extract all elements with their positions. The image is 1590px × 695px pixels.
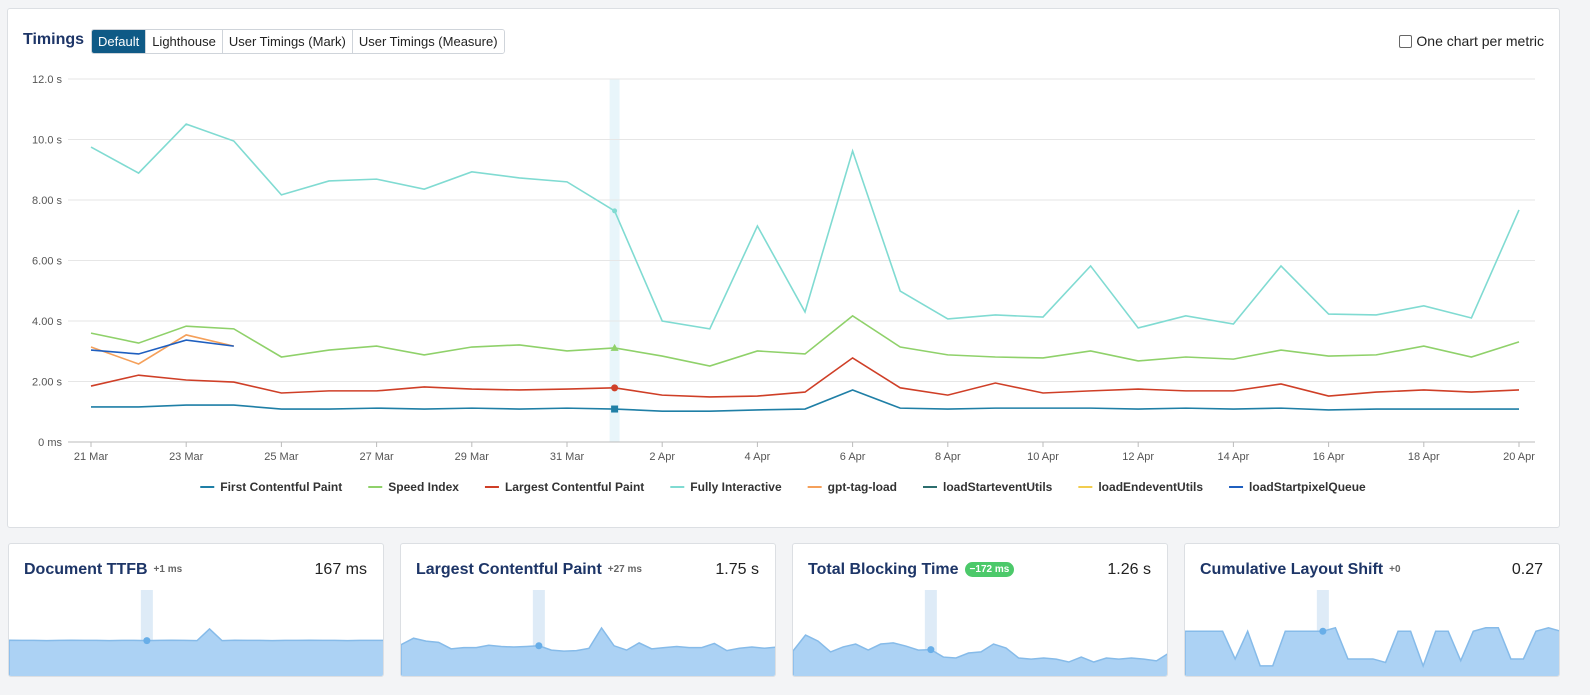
card-delta: +0	[1389, 564, 1401, 575]
legend-item[interactable]: Speed Index	[368, 480, 459, 494]
metric-card[interactable]: Largest Contentful Paint +27 ms 1.75 s	[400, 543, 776, 677]
metric-card[interactable]: Cumulative Layout Shift +0 0.27	[1184, 543, 1560, 677]
x-tick-label: 6 Apr	[840, 451, 866, 463]
x-tick-label: 27 Mar	[359, 451, 394, 463]
selected-marker	[927, 646, 935, 654]
sparkline	[401, 590, 775, 676]
checkbox[interactable]: One chart per metric	[1399, 33, 1544, 49]
x-tick-label: 4 Apr	[745, 451, 771, 463]
legend-label: Fully Interactive	[690, 480, 782, 494]
legend-item[interactable]: loadStartpixelQueue	[1229, 480, 1366, 494]
tab[interactable]: User Timings (Mark)	[221, 30, 352, 53]
x-tick-label: 2 Apr	[649, 451, 675, 463]
card-title-text: Total Blocking Time	[808, 561, 959, 578]
checkbox-box[interactable]	[1399, 34, 1413, 48]
legend-item[interactable]: loadEndeventUtils	[1078, 480, 1203, 494]
panel-title: Timings	[23, 31, 85, 48]
card-title: Total Blocking Time −172 ms	[808, 561, 1015, 579]
y-tick-label: 10.0 s	[32, 135, 62, 147]
sparkline-area	[9, 627, 383, 676]
x-tick-label: 12 Apr	[1122, 451, 1154, 463]
x-tick-label: 31 Mar	[550, 451, 585, 463]
timings-chart: 0 ms 2.00 s 4.00 s 6.00 s 8.00 s 10.0 s 12.0 s…	[32, 74, 1535, 494]
x-tick-label: 25 Mar	[264, 451, 299, 463]
sparkline	[9, 590, 383, 676]
legend-item[interactable]: Largest Contentful Paint	[484, 480, 644, 494]
x-tick-label: 20 Apr	[1503, 451, 1535, 463]
tab-bar: Default Lighthouse User Timings (Mark) User…	[91, 29, 505, 54]
y-tick-label: 6.00 s	[32, 256, 62, 268]
card-value: 1.75 s	[715, 561, 759, 578]
timings-panel	[7, 8, 1560, 528]
x-tick-label: 14 Apr	[1217, 451, 1249, 463]
selected-marker	[611, 405, 619, 413]
legend-label: Speed Index	[388, 480, 459, 494]
selected-marker	[610, 343, 619, 351]
tab[interactable]: Default	[92, 30, 146, 53]
tab[interactable]: User Timings (Measure)	[351, 30, 504, 53]
sparkline	[793, 590, 1167, 676]
selected-marker	[535, 642, 543, 650]
checkbox-label[interactable]: One chart per metric	[1416, 33, 1544, 49]
card-value: 167 ms	[314, 561, 367, 578]
sparkline	[1185, 590, 1559, 676]
y-tick-label: 0 ms	[38, 437, 62, 449]
metric-card[interactable]: Document TTFB +1 ms 167 ms	[8, 543, 384, 677]
card-delta: −172 ms	[964, 562, 1015, 577]
legend-item[interactable]: gpt-tag-load	[807, 480, 897, 494]
y-tick-label: 2.00 s	[32, 377, 62, 389]
x-tick-label: 23 Mar	[169, 451, 204, 463]
card-title-text: Largest Contentful Paint	[416, 561, 602, 578]
selected-marker	[611, 384, 619, 392]
series-line	[90, 314, 1520, 367]
legend-label: gpt-tag-load	[828, 480, 897, 494]
tab[interactable]: Lighthouse	[145, 30, 222, 53]
legend-item[interactable]: First Contentful Paint	[200, 480, 342, 494]
x-tick-label: 16 Apr	[1313, 451, 1345, 463]
y-tick-label: 4.00 s	[32, 316, 62, 328]
sparkline-area	[1185, 626, 1559, 676]
x-tick-label: 29 Mar	[455, 451, 490, 463]
card-title: Largest Contentful Paint +27 ms	[416, 561, 642, 579]
metric-card[interactable]: Total Blocking Time −172 ms 1.26 s	[792, 543, 1168, 677]
y-tick-label: 8.00 s	[32, 195, 62, 207]
legend-label: First Contentful Paint	[220, 480, 342, 494]
selected-marker	[143, 637, 151, 645]
legend-item[interactable]: Fully Interactive	[670, 480, 782, 494]
legend-label: loadEndeventUtils	[1098, 480, 1203, 494]
card-delta: +1 ms	[153, 564, 183, 575]
card-title: Cumulative Layout Shift +0	[1200, 561, 1401, 579]
card-value: 1.26 s	[1107, 561, 1151, 578]
selected-marker	[612, 208, 618, 214]
legend-item[interactable]: loadStarteventUtils	[922, 480, 1053, 494]
series-line	[90, 356, 1520, 398]
card-title-text: Cumulative Layout Shift	[1200, 561, 1384, 578]
series-line	[91, 389, 1519, 412]
series-line	[90, 123, 1520, 330]
x-tick-label: 10 Apr	[1027, 451, 1059, 463]
x-tick-label: 18 Apr	[1408, 451, 1440, 463]
series-line	[90, 334, 234, 365]
legend-label: Largest Contentful Paint	[505, 480, 644, 494]
selected-marker	[1319, 627, 1327, 635]
legend-label: loadStartpixelQueue	[1249, 480, 1366, 494]
legend-label: loadStarteventUtils	[943, 480, 1053, 494]
card-delta: +27 ms	[607, 564, 642, 575]
card-value: 0.27	[1511, 561, 1543, 578]
y-tick-label: 12.0 s	[32, 74, 62, 86]
x-tick-label: 21 Mar	[74, 451, 109, 463]
sparkline-area	[401, 626, 775, 676]
card-title: Document TTFB +1 ms	[24, 561, 182, 579]
sparkline-area	[793, 634, 1167, 676]
card-title-text: Document TTFB	[24, 561, 148, 578]
series-line	[90, 339, 234, 355]
x-tick-label: 8 Apr	[935, 451, 961, 463]
